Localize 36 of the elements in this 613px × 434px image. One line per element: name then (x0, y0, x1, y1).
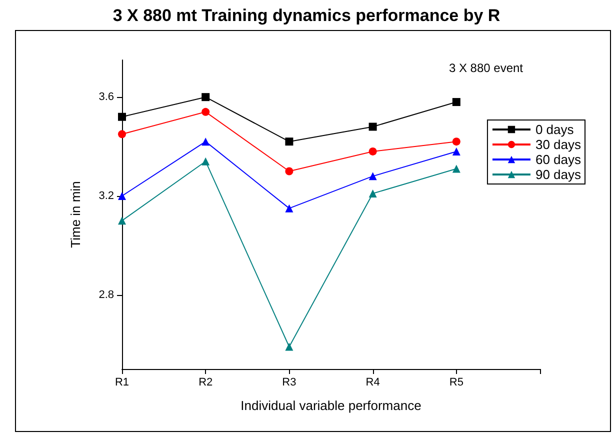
x-tick-label: R1 (114, 376, 130, 388)
y-axis-title: Time in min (68, 181, 83, 248)
point (452, 138, 460, 146)
point (202, 108, 210, 116)
y-tick-label: 2.8 (98, 288, 114, 301)
point (202, 138, 210, 146)
y-tick-label: 3.2 (98, 190, 114, 202)
legend-label: 60 days (535, 152, 582, 167)
point (452, 147, 460, 156)
legend-label: 90 days (535, 167, 582, 182)
point (368, 172, 377, 180)
point (118, 216, 126, 225)
x-axis-title: Individual variable performance (240, 398, 422, 413)
point (452, 98, 460, 106)
x-tick-label: R4 (366, 376, 380, 388)
point (118, 130, 126, 138)
point (368, 122, 377, 131)
legend-label: 0 days (535, 122, 574, 137)
point (285, 138, 294, 146)
point (202, 93, 210, 102)
x-tick-label: R3 (282, 376, 296, 388)
point (118, 192, 126, 200)
point (452, 164, 460, 173)
point (368, 147, 377, 156)
x-tick-label: R5 (449, 376, 464, 388)
y-tick-label: 3.6 (98, 91, 114, 104)
x-tick-label: R2 (198, 376, 213, 388)
point (118, 112, 126, 121)
legend-label: 30 days (535, 137, 582, 152)
annotation: 3 X 880 event (448, 61, 524, 75)
point (202, 157, 210, 166)
point (285, 167, 294, 176)
point (285, 342, 294, 351)
point (368, 189, 377, 198)
chart-title: 3 X 880 mt Training dynamics performance by R (112, 6, 500, 25)
point (285, 204, 294, 212)
